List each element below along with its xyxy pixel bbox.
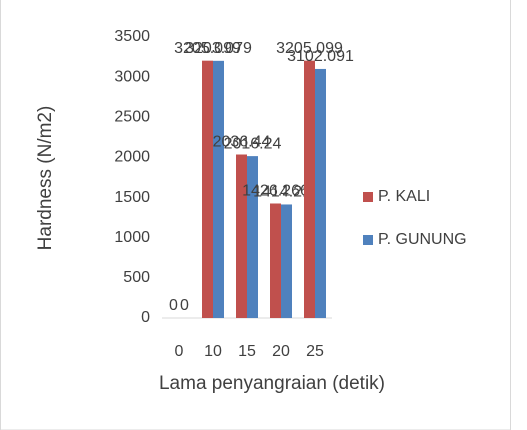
data-label: 0 [180, 297, 189, 314]
legend-swatch [363, 192, 373, 202]
data-label: 3102.091 [287, 48, 354, 65]
bar [202, 60, 213, 319]
y-axis-title: Hardness (N/m2) [35, 106, 56, 251]
bar [315, 68, 326, 318]
y-tick-label: 2500 [114, 109, 150, 126]
y-tick-label: 500 [123, 269, 150, 286]
x-tick-label: 20 [272, 343, 290, 360]
x-tick-label: 0 [175, 343, 184, 360]
y-tick-label: 1000 [114, 229, 150, 246]
bar [236, 154, 247, 318]
legend-label: P. KALI [378, 188, 430, 205]
y-tick-label: 1500 [114, 189, 150, 206]
data-label: 3203.079 [185, 40, 252, 57]
bar [247, 156, 258, 318]
x-tick-label: 15 [238, 343, 256, 360]
data-label: 1426.266 [242, 183, 309, 200]
y-tick-label: 2000 [114, 149, 150, 166]
x-tick-label: 10 [204, 343, 222, 360]
bar [213, 60, 224, 319]
legend-label: P. GUNUNG [378, 231, 467, 248]
y-tick-label: 0 [141, 309, 150, 326]
legend-swatch [363, 235, 373, 245]
x-tick-label: 25 [306, 343, 324, 360]
bar [304, 60, 315, 319]
y-tick-label: 3500 [114, 28, 150, 45]
y-tick-label: 3000 [114, 68, 150, 85]
data-label: 2016.24 [224, 135, 282, 152]
data-label: 1414.216 [253, 184, 320, 201]
bar [270, 203, 281, 318]
data-label: 0 [169, 297, 178, 314]
data-label: 2036.44 [213, 134, 271, 151]
x-axis-title: Lama penyangraian (detik) [159, 373, 385, 394]
bar [281, 204, 292, 318]
data-label: 3205.099 [276, 40, 343, 57]
data-label: 3205.099 [174, 40, 241, 57]
